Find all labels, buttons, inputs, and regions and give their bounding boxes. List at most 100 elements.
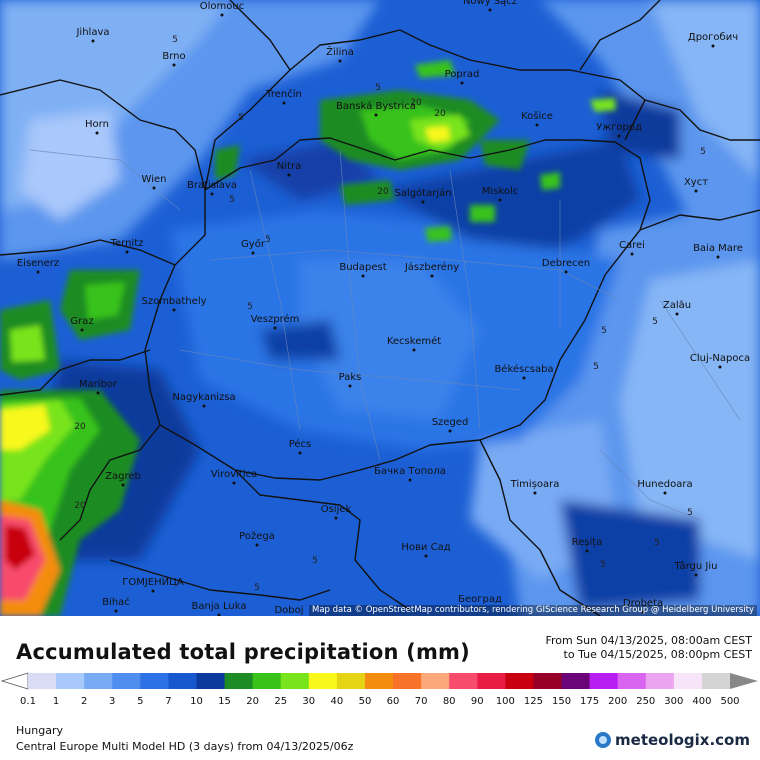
city-label: Eisenerz	[16, 258, 60, 269]
city-marker	[675, 312, 679, 316]
city-label: Baia Mare	[693, 243, 743, 254]
city-marker	[478, 606, 482, 610]
region-name: Hungary	[16, 724, 63, 737]
legend-label: 250	[636, 696, 656, 707]
contour-label: 5	[312, 556, 318, 566]
city-label: Wien	[141, 174, 167, 185]
city-marker	[282, 101, 286, 105]
city-marker	[430, 274, 434, 278]
city-label: Timișoara	[510, 479, 560, 490]
city-marker	[716, 255, 720, 259]
city-marker	[460, 81, 464, 85]
city-label: Osijek	[320, 504, 352, 515]
legend-label: 70	[414, 696, 428, 707]
contour-label: 5	[265, 235, 271, 245]
globe-icon	[595, 732, 612, 748]
city-label: Jihlava	[76, 27, 110, 38]
legend-swatch	[224, 673, 254, 689]
city-marker	[80, 328, 84, 332]
city-label: Szombathely	[141, 296, 207, 307]
city-marker	[151, 589, 155, 593]
contour-label: 20	[377, 187, 389, 197]
brand-name: meteologix.com	[615, 731, 750, 749]
legend-label: 50	[358, 696, 372, 707]
city-label: Požega	[239, 531, 275, 542]
legend-swatch	[561, 673, 591, 689]
contour-label: 20	[434, 109, 446, 119]
legend-label: 150	[551, 696, 572, 707]
city-marker	[210, 192, 214, 196]
city-label: Poprad	[444, 69, 480, 80]
contour-label: 5	[172, 35, 178, 45]
model-info: Central Europe Multi Model HD (3 days) f…	[16, 740, 354, 753]
legend-label: 15	[218, 696, 231, 707]
city-marker	[95, 131, 99, 135]
city-label: Нови Сад	[401, 542, 451, 553]
city-label: Debrecen	[541, 258, 591, 269]
city-label: Nitra	[276, 161, 302, 172]
map-attribution: Map data © OpenStreetMap contributors, r…	[309, 605, 757, 616]
city-label: Salgótarján	[394, 188, 452, 199]
city-marker	[448, 429, 452, 433]
legend-swatch	[673, 673, 703, 689]
legend-swatch	[364, 673, 394, 689]
brand-logo[interactable]: meteologix.com	[595, 731, 750, 749]
legend-label: 1	[52, 696, 60, 707]
legend-label: 125	[523, 696, 543, 707]
city-label: Nagykanizsa	[172, 392, 236, 403]
city-marker	[220, 13, 224, 17]
city-marker	[152, 186, 156, 190]
legend-swatch	[421, 673, 450, 689]
contour-label: 20	[410, 98, 422, 108]
legend-label: 80	[442, 696, 456, 707]
city-label: Târgu Jiu	[674, 561, 718, 572]
city-marker	[694, 189, 698, 193]
city-marker	[96, 391, 100, 395]
city-marker	[412, 348, 416, 352]
legend-swatch	[308, 673, 338, 689]
city-label: Pécs	[288, 439, 312, 450]
city-marker	[273, 326, 277, 330]
city-marker	[125, 250, 129, 254]
contour-label: 20	[74, 501, 86, 511]
city-marker	[334, 516, 338, 520]
city-marker	[348, 384, 352, 388]
legend-label: 40	[330, 696, 344, 707]
city-label: Košice	[521, 111, 553, 122]
city-marker	[251, 251, 255, 255]
legend-swatch	[393, 673, 422, 689]
contour-label: 5	[700, 147, 706, 157]
city-label: Cluj-Napoca	[689, 353, 751, 364]
legend-swatch	[168, 673, 197, 689]
city-label: Jászberény	[404, 262, 460, 273]
legend-label: 500	[720, 696, 740, 707]
city-label: Žilina	[326, 47, 354, 58]
period-from: From Sun 04/13/2025, 08:00am CEST	[545, 634, 752, 647]
legend-label: 3	[109, 696, 116, 707]
contour-label: 5	[654, 538, 660, 548]
legend-label: 7	[165, 696, 172, 707]
city-label: Paks	[338, 372, 362, 383]
city-marker	[232, 481, 236, 485]
city-marker	[338, 59, 342, 63]
legend-label: 25	[274, 696, 288, 707]
legend-label: 300	[664, 696, 684, 707]
legend-label: 0.1	[20, 696, 36, 707]
precipitation-map[interactable]: Olomouc Nowy Sącz Jihlava Brno Žilina Дрогоби…	[0, 0, 760, 616]
city-label: Maribor	[78, 379, 118, 390]
legend-swatch	[645, 673, 675, 689]
city-marker	[564, 270, 568, 274]
legend-swatch	[252, 673, 282, 689]
city-marker	[630, 252, 634, 256]
city-label: Београд	[458, 594, 502, 605]
city-marker	[718, 365, 722, 369]
city-label: Drobeta	[622, 598, 664, 609]
city-label: Budapest	[339, 262, 387, 273]
legend-swatch	[56, 673, 85, 689]
city-label: Nowy Sącz	[462, 0, 518, 7]
period-to: to Tue 04/15/2025, 08:00pm CEST	[563, 648, 752, 661]
city-label: Ternitz	[110, 238, 144, 249]
legend-swatch	[112, 673, 141, 689]
city-label: Reșița	[571, 537, 603, 548]
city-marker	[522, 376, 526, 380]
